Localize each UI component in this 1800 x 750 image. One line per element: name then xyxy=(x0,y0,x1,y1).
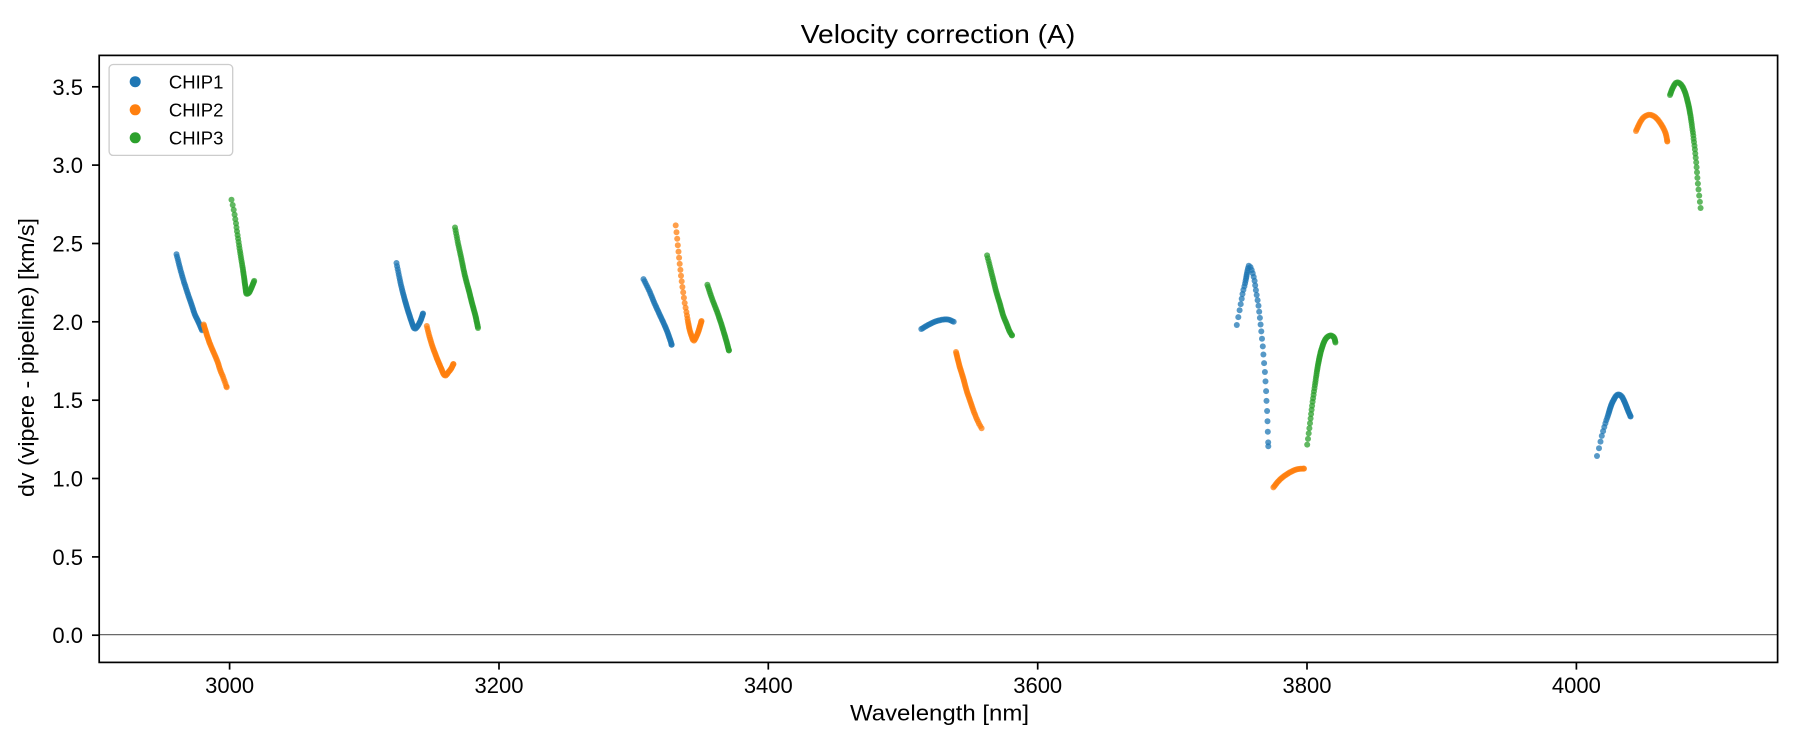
svg-text:3800: 3800 xyxy=(1283,673,1332,698)
svg-text:2.5: 2.5 xyxy=(52,232,83,257)
svg-text:3000: 3000 xyxy=(205,673,254,698)
svg-text:dv (vipere - pipeline) [km/s]: dv (vipere - pipeline) [km/s] xyxy=(14,218,39,497)
svg-text:3400: 3400 xyxy=(744,673,793,698)
svg-text:3.5: 3.5 xyxy=(52,75,83,100)
svg-text:CHIP1: CHIP1 xyxy=(169,71,224,92)
svg-text:1.5: 1.5 xyxy=(52,388,83,413)
svg-text:0.0: 0.0 xyxy=(52,623,83,648)
svg-text:4000: 4000 xyxy=(1552,673,1601,698)
svg-text:2.0: 2.0 xyxy=(52,310,83,335)
svg-text:CHIP3: CHIP3 xyxy=(169,127,224,148)
svg-text:Velocity correction (A): Velocity correction (A) xyxy=(801,21,1076,49)
svg-text:CHIP2: CHIP2 xyxy=(169,99,224,120)
svg-text:3600: 3600 xyxy=(1013,673,1062,698)
svg-text:3200: 3200 xyxy=(475,673,524,698)
svg-text:Wavelength [nm]: Wavelength [nm] xyxy=(850,701,1029,726)
svg-text:3.0: 3.0 xyxy=(52,153,83,178)
svg-text:1.0: 1.0 xyxy=(52,467,83,492)
svg-text:0.5: 0.5 xyxy=(52,545,83,570)
